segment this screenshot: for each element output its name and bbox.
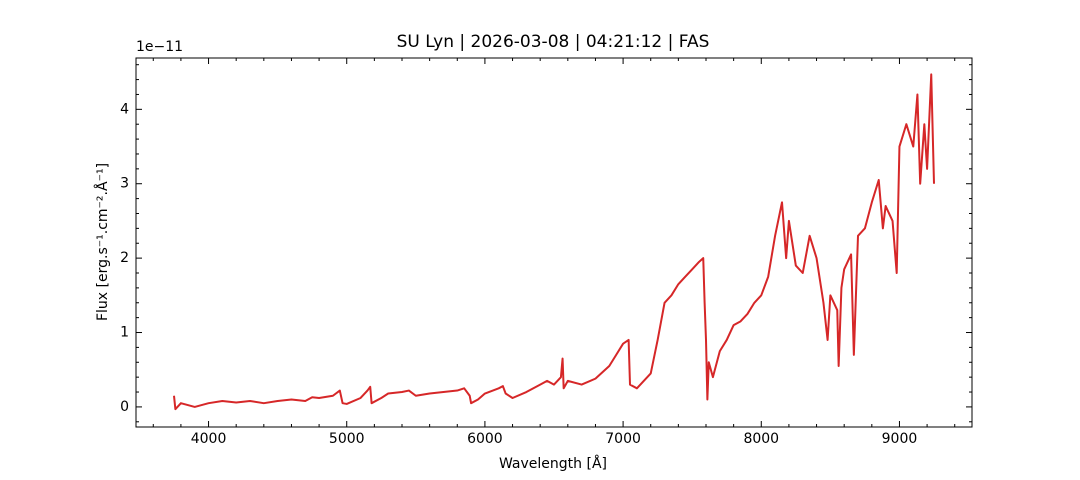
y-tick-label: 3 [120, 176, 129, 192]
chart-title: SU Lyn | 2026-03-08 | 04:21:12 | FAS [397, 32, 710, 52]
x-tick-label: 7000 [605, 431, 641, 447]
plot-frame [135, 57, 973, 428]
spectrum-line [173, 73, 935, 411]
y-tick-label: 2 [120, 250, 129, 266]
x-tick-label: 4000 [191, 431, 227, 447]
x-tick-label: 6000 [467, 431, 503, 447]
x-axis-label: Wavelength [Å] [499, 455, 607, 472]
y-tick-label: 1 [120, 325, 129, 341]
x-tick-label: 5000 [329, 431, 365, 447]
y-offset-label: 1e−11 [136, 39, 183, 55]
y-axis-label: Flux [erg.s⁻¹.cm⁻².Å⁻¹] [94, 163, 111, 321]
y-tick-label: 4 [120, 101, 129, 117]
x-tick-label: 9000 [882, 431, 918, 447]
y-tick-label: 0 [120, 399, 129, 415]
x-tick-label: 8000 [743, 431, 779, 447]
